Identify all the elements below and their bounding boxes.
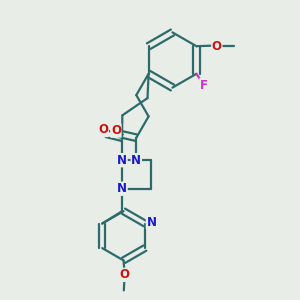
Text: N: N	[117, 154, 127, 167]
Text: O: O	[111, 124, 121, 137]
Text: N: N	[117, 182, 127, 195]
Text: N: N	[146, 215, 157, 229]
Text: F: F	[200, 79, 208, 92]
Text: O: O	[212, 40, 222, 53]
Text: O: O	[98, 123, 108, 136]
Text: O: O	[119, 268, 129, 281]
Text: N: N	[131, 154, 141, 167]
